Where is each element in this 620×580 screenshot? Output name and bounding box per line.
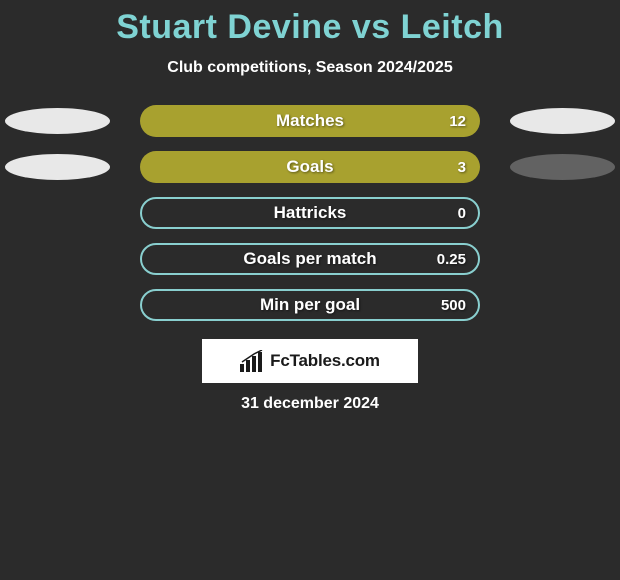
right-ellipse-spacer — [510, 246, 615, 272]
stat-bar: Matches12 — [140, 105, 480, 137]
stat-bar: Min per goal500 — [140, 289, 480, 321]
stat-rows: Matches12 Goals3 Hattricks0 Goals per match… — [0, 105, 620, 321]
left-ellipse — [5, 154, 110, 180]
right-ellipse — [510, 154, 615, 180]
comparison-widget: Stuart Devine vs Leitch Club competition… — [0, 0, 620, 413]
brand-text: FcTables.com — [270, 351, 380, 371]
right-ellipse — [510, 108, 615, 134]
stat-value: 3 — [458, 159, 466, 176]
brand-icon — [240, 350, 264, 372]
stat-bar: Hattricks0 — [140, 197, 480, 229]
stat-bar: Goals3 — [140, 151, 480, 183]
stat-label: Hattricks — [140, 203, 480, 223]
stat-row: Goals3 — [0, 151, 620, 183]
right-ellipse-spacer — [510, 292, 615, 318]
stat-row: Min per goal500 — [0, 289, 620, 321]
right-ellipse-spacer — [510, 200, 615, 226]
stat-row: Goals per match0.25 — [0, 243, 620, 275]
stat-label: Goals per match — [140, 249, 480, 269]
left-ellipse — [5, 108, 110, 134]
subtitle: Club competitions, Season 2024/2025 — [0, 59, 620, 77]
left-ellipse-spacer — [5, 200, 110, 226]
page-title: Stuart Devine vs Leitch — [0, 8, 620, 47]
stat-value: 500 — [441, 297, 466, 314]
stat-value: 0 — [458, 205, 466, 222]
stat-label: Min per goal — [140, 295, 480, 315]
left-ellipse-spacer — [5, 292, 110, 318]
stat-label: Matches — [140, 111, 480, 131]
stat-row: Hattricks0 — [0, 197, 620, 229]
brand-badge: FcTables.com — [202, 339, 418, 383]
stat-value: 12 — [449, 113, 466, 130]
date-text: 31 december 2024 — [0, 395, 620, 413]
stat-value: 0.25 — [437, 251, 466, 268]
left-ellipse-spacer — [5, 246, 110, 272]
stat-bar: Goals per match0.25 — [140, 243, 480, 275]
stat-row: Matches12 — [0, 105, 620, 137]
stat-label: Goals — [140, 157, 480, 177]
